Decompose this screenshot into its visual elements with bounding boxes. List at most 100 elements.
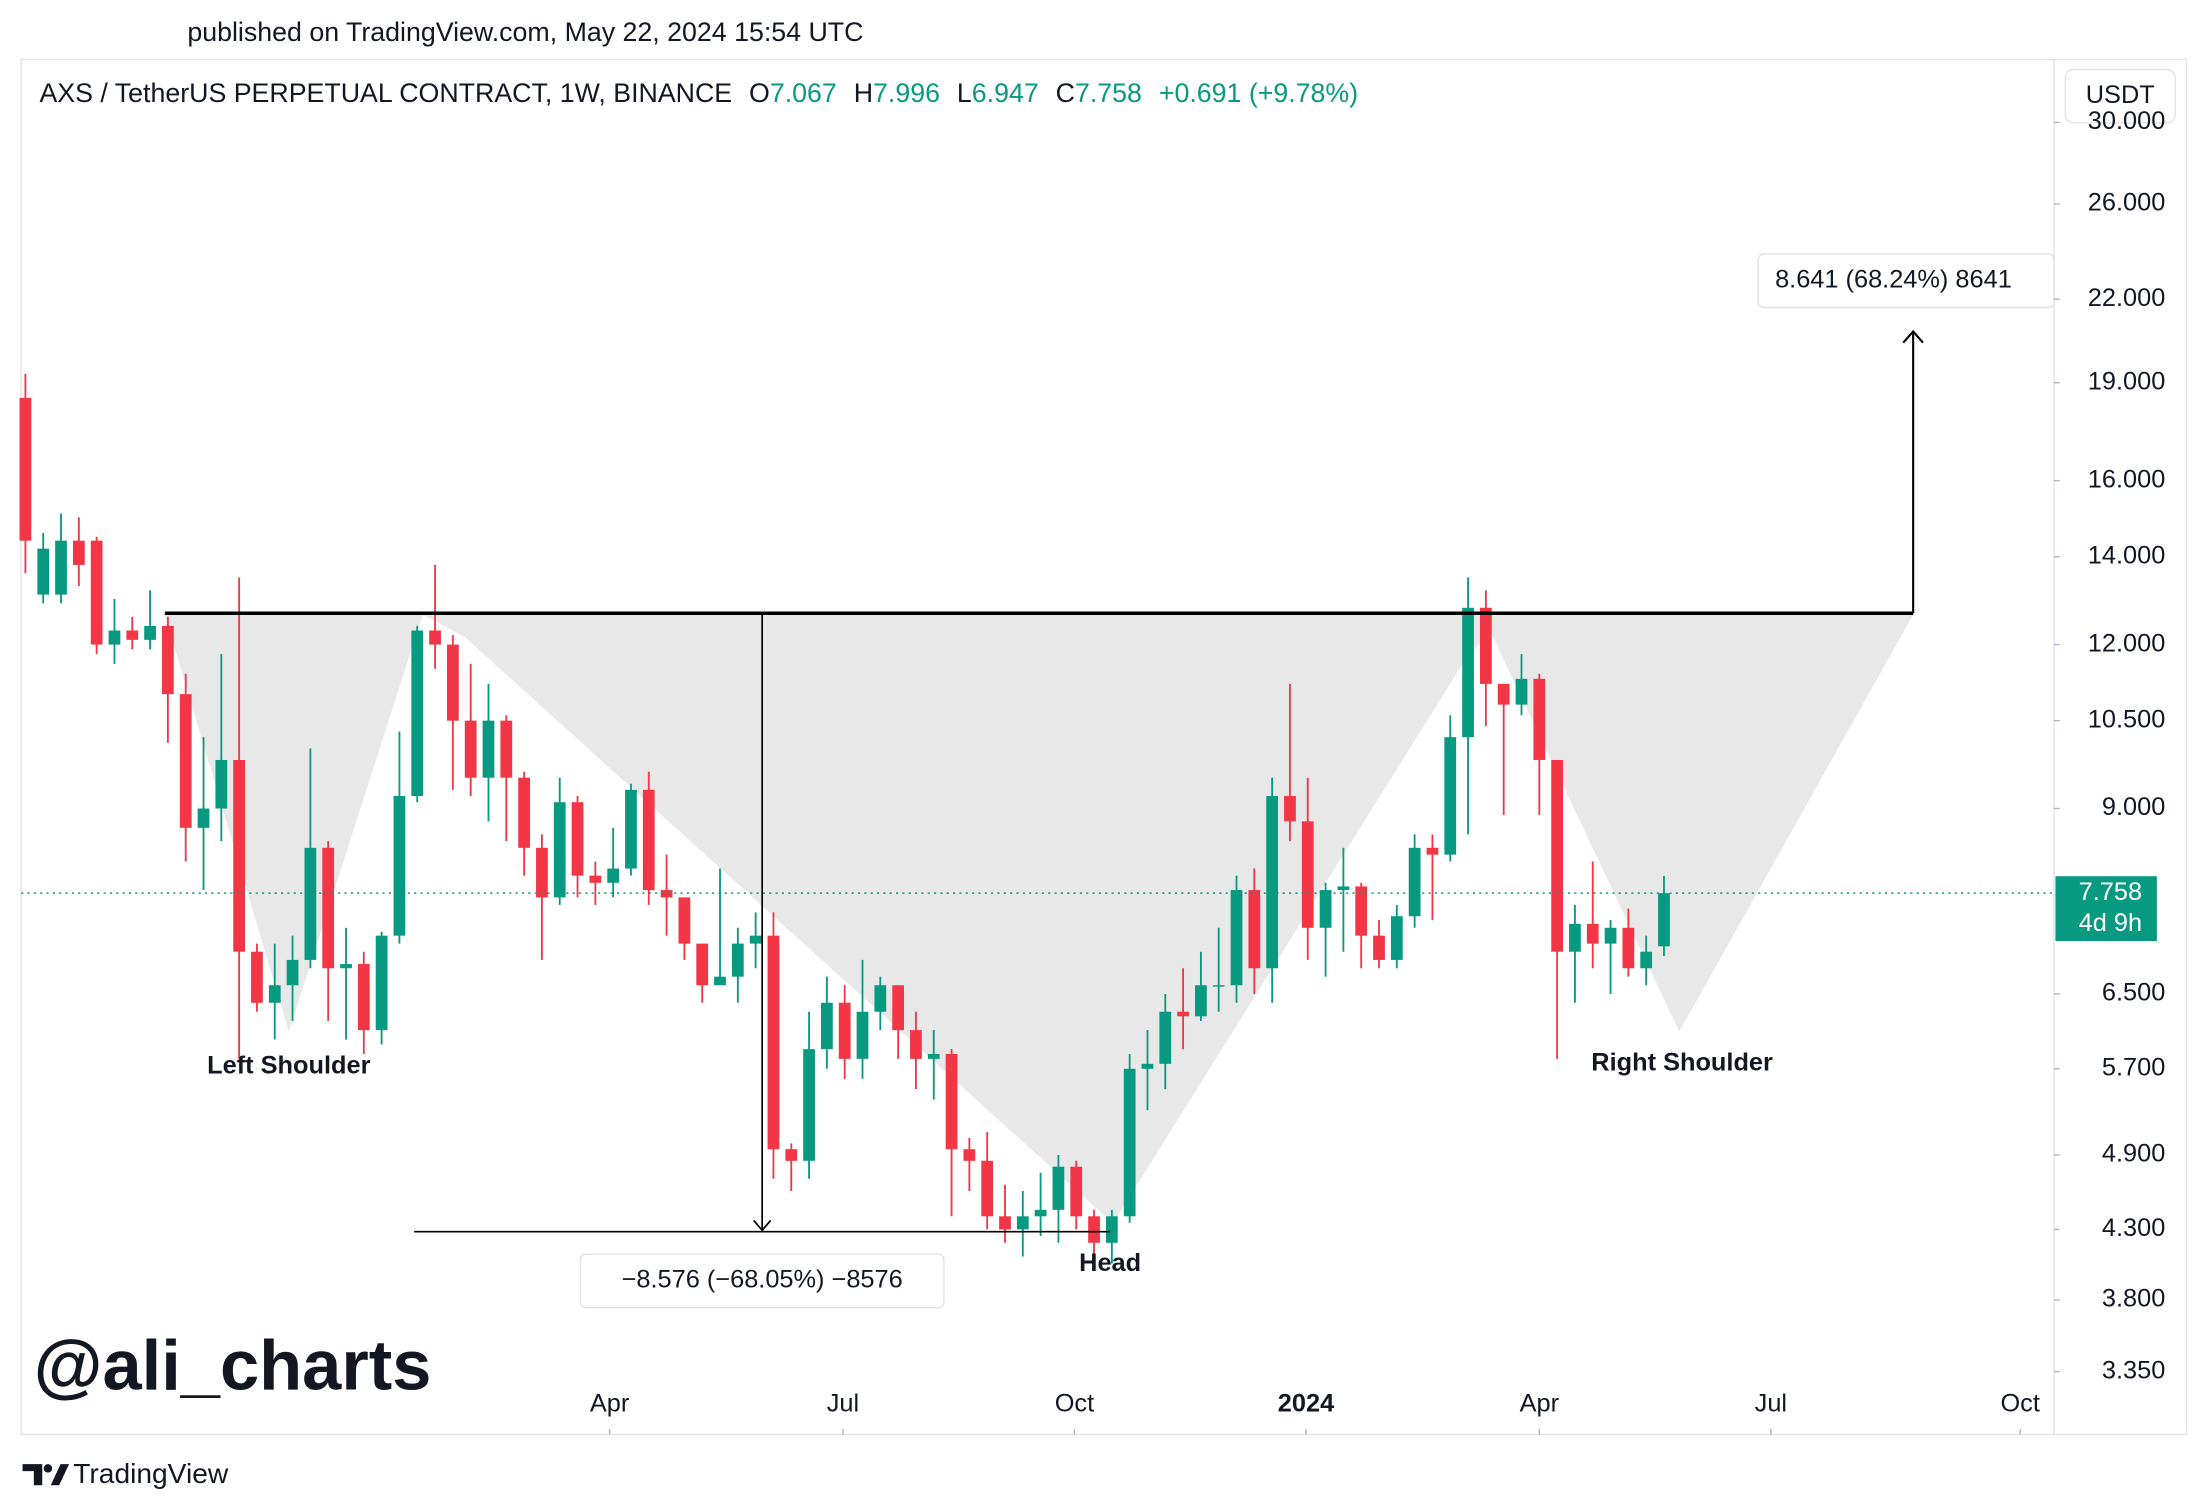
candle-body [1070,1166,1083,1217]
x-tick-label: Apr [590,1390,630,1418]
candle-body [340,964,352,969]
currency-label[interactable]: USDT [2086,81,2155,109]
y-tick-label: 30.000 [2088,107,2166,135]
candle-body [731,943,744,977]
y-tick-label: 5.700 [2102,1053,2165,1081]
published-note: published on TradingView.com, May 22, 20… [187,17,863,47]
pattern-drawings [164,614,1914,1224]
candle-body [767,935,780,1150]
price-change: +0.691 (+9.78%) [1159,78,1358,108]
candle-body [749,935,762,944]
candle-body [1248,890,1261,969]
symbol-title: AXS / TetherUS PERPETUAL CONTRACT, 1W, B… [39,78,732,108]
x-tick-label: Apr [1520,1390,1560,1418]
overlay-drawings: 8.641 (68.24%) 8641 −8.576 (−68.05%) −85… [164,253,2055,1309]
y-tick-label: 12.000 [2088,629,2166,657]
ohlc-key: O [749,78,770,108]
candle-body [90,540,103,645]
candle-body [251,951,263,1003]
y-tick-label: 16.000 [2088,465,2166,493]
candle-body [1373,935,1385,960]
tradingview-logo: TradingView [22,1457,229,1489]
candle-body [678,897,691,944]
candle-body [1212,985,1225,987]
candle-body [304,847,317,960]
candle-body [19,397,32,541]
y-tick-label: 3.800 [2102,1285,2165,1313]
candle-body [411,630,424,796]
candle-body [1301,821,1314,928]
candle-body [1640,951,1653,969]
ohlc-value: 6.947 [972,78,1039,108]
candle-body [1052,1166,1065,1210]
candle-body [1355,886,1368,936]
head-label: Head [1079,1249,1141,1277]
x-tick-label: Jul [1755,1390,1787,1418]
candle-body [1266,795,1279,969]
x-tick-label: Oct [1055,1390,1094,1418]
candle-body [72,540,85,565]
target-label-box [1757,253,2055,309]
candle-body [1230,890,1243,986]
candle-body [927,1053,940,1059]
candle-body [1034,1209,1047,1217]
y-tick-label: 10.500 [2088,705,2166,733]
candles [19,373,1670,1264]
candle-body [589,875,602,883]
candle-body [429,630,441,645]
candle-body [625,789,637,869]
y-tick-label: 4.900 [2102,1140,2165,1168]
y-tick-label: 9.000 [2102,793,2165,821]
candle-body [126,630,139,640]
candle-body [55,540,67,595]
depth-label: −8.576 (−68.05%) −8576 [622,1266,903,1294]
candle-body [714,976,726,986]
candle-body [696,943,709,986]
candle-body [1123,1068,1136,1217]
candle-body [357,964,370,1031]
y-tick-label: 26.000 [2088,189,2166,217]
candle-body [536,847,548,898]
candle-body [910,1030,922,1059]
candle-body [518,777,530,848]
candle-body [1284,795,1296,822]
currency-button[interactable] [2064,68,2176,124]
candle-body [37,548,50,595]
target-arrowhead [1902,329,1924,344]
candle-body [197,808,210,828]
candle-body [464,720,477,778]
y-tick-label: 6.500 [2102,979,2165,1007]
candle-body [1586,923,1599,944]
candle-body [1551,759,1563,952]
candle-body [1462,607,1474,738]
candle-body [553,802,566,898]
candle-body [393,795,406,936]
candle-body [1088,1216,1100,1243]
left-shoulder-label: Left Shoulder [207,1052,370,1080]
candle-body [446,644,459,721]
candle-body [215,759,228,809]
candle-body [660,890,673,898]
candle-body [892,985,905,1031]
x-tick-label: Oct [2000,1390,2039,1418]
last-price-label: 7.758 [2079,878,2142,906]
ohlc-key: L [957,78,972,108]
candle-body [571,802,584,876]
candle-body [1141,1063,1154,1069]
y-tick-label: 22.000 [2088,284,2166,312]
candle-body [500,720,513,778]
candle-body [1533,678,1546,760]
pattern-shading [164,614,1914,1224]
x-tick-label: 2024 [1278,1390,1334,1418]
candle-body [1105,1216,1118,1243]
brand-name: TradingView [73,1457,229,1489]
candle-body [963,1149,976,1161]
candle-body [856,1011,869,1059]
candle-body [1515,678,1528,705]
candle-body [1195,985,1207,1017]
y-tick-label: 19.000 [2088,367,2166,395]
chart-frame [20,58,2188,1436]
y-tick-label: 14.000 [2088,541,2166,569]
candle-body [233,759,246,952]
